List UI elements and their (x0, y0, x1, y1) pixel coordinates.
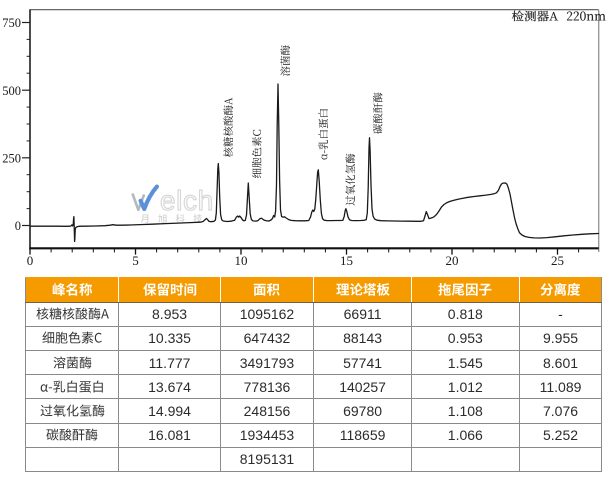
svg-text:10: 10 (235, 253, 248, 268)
svg-text:elch: elch (160, 185, 214, 216)
svg-text:500: 500 (2, 84, 21, 98)
svg-text:15: 15 (340, 253, 353, 268)
svg-text:750: 750 (2, 16, 21, 30)
svg-text:25: 25 (551, 253, 564, 268)
svg-text:250: 250 (2, 152, 21, 166)
svg-text:5: 5 (132, 253, 139, 268)
svg-text:20: 20 (446, 253, 459, 268)
svg-text:0: 0 (15, 219, 21, 233)
svg-text:0: 0 (27, 253, 34, 268)
